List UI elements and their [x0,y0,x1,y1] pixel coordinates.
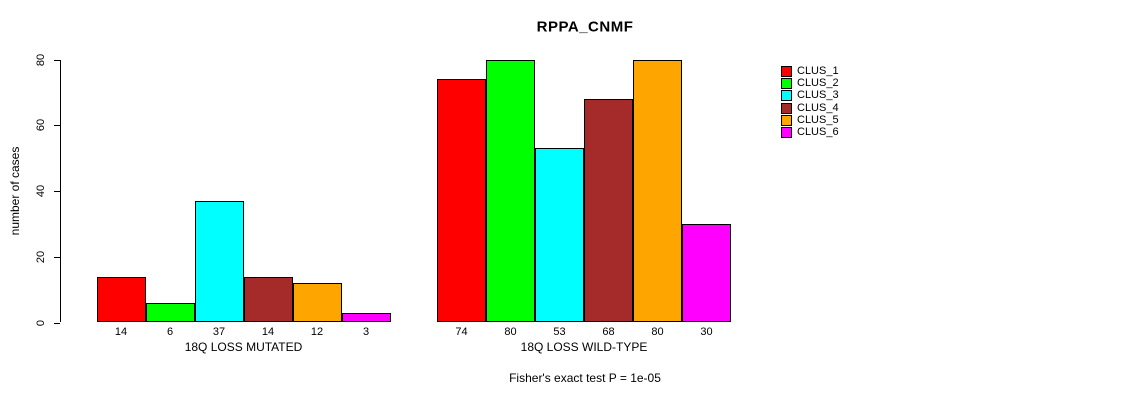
bar-clus_1 [96,276,146,323]
legend-label: CLUS_1 [797,65,839,77]
legend-item: CLUS_3 [781,89,839,102]
legend-label: CLUS_4 [797,101,839,114]
bar-value-label: 30 [700,326,713,338]
chart-title: RPPA_CNMF [536,18,634,36]
legend-item: CLUS_4 [781,101,839,114]
bar-clus_6 [341,312,391,323]
legend-swatch [781,114,792,126]
y-axis-tick [54,256,60,258]
legend-swatch [781,78,792,90]
y-axis-tick-label: 60 [35,119,47,132]
bar-value-label: 80 [651,326,664,338]
y-axis-tick-label: 0 [35,319,47,326]
y-axis-tick-label: 20 [35,250,47,263]
y-axis-label: number of cases [8,146,22,236]
legend-swatch [781,90,792,102]
bar-clus_2 [486,59,535,323]
bar-clus_4 [584,99,633,323]
legend-label: CLUS_5 [797,113,839,126]
bar-value-label: 53 [553,326,566,338]
fisher-test-annotation: Fisher's exact test P = 1e-05 [509,371,661,385]
bar-clus_6 [682,223,731,323]
bar-value-label: 6 [166,326,174,338]
y-axis-line [60,59,61,323]
bar-clus_3 [535,148,584,323]
bar-value-label: 14 [114,326,128,338]
legend-item: CLUS_1 [781,66,839,77]
legend-item: CLUS_6 [781,127,839,138]
bar-value-label: 74 [455,326,468,338]
bar-value-label: 80 [504,326,517,338]
bar-clus_4 [243,276,293,323]
group-axis-label: 18Q LOSS WILD-TYPE [520,340,648,354]
bar-clus_3 [194,200,244,323]
legend-swatch [781,102,792,114]
y-axis-tick-label: 40 [35,184,47,198]
legend-item: CLUS_5 [781,113,839,126]
legend-label: CLUS_6 [797,126,839,138]
bar-value-label: 12 [310,326,324,338]
bar-value-label: 3 [362,326,370,338]
y-axis-tick [54,191,60,193]
y-axis-tick [54,59,60,61]
legend-label: CLUS_2 [797,77,839,90]
bar-value-label: 37 [212,326,226,338]
y-axis-tick [54,125,60,127]
legend-swatch [781,66,792,77]
bar-clus_5 [633,59,682,323]
group-axis-label: 18Q LOSS MUTATED [184,340,303,354]
bar-clus_5 [292,283,342,323]
legend-item: CLUS_2 [781,77,839,90]
legend-label: CLUS_3 [797,89,839,102]
legend-swatch [781,127,792,138]
bar-value-label: 14 [261,326,275,338]
bar-clus_2 [145,302,195,323]
bar-value-label: 68 [602,326,615,338]
y-axis-tick-label: 80 [35,53,47,66]
y-axis-tick [54,322,60,324]
bar-clus_1 [437,79,486,323]
